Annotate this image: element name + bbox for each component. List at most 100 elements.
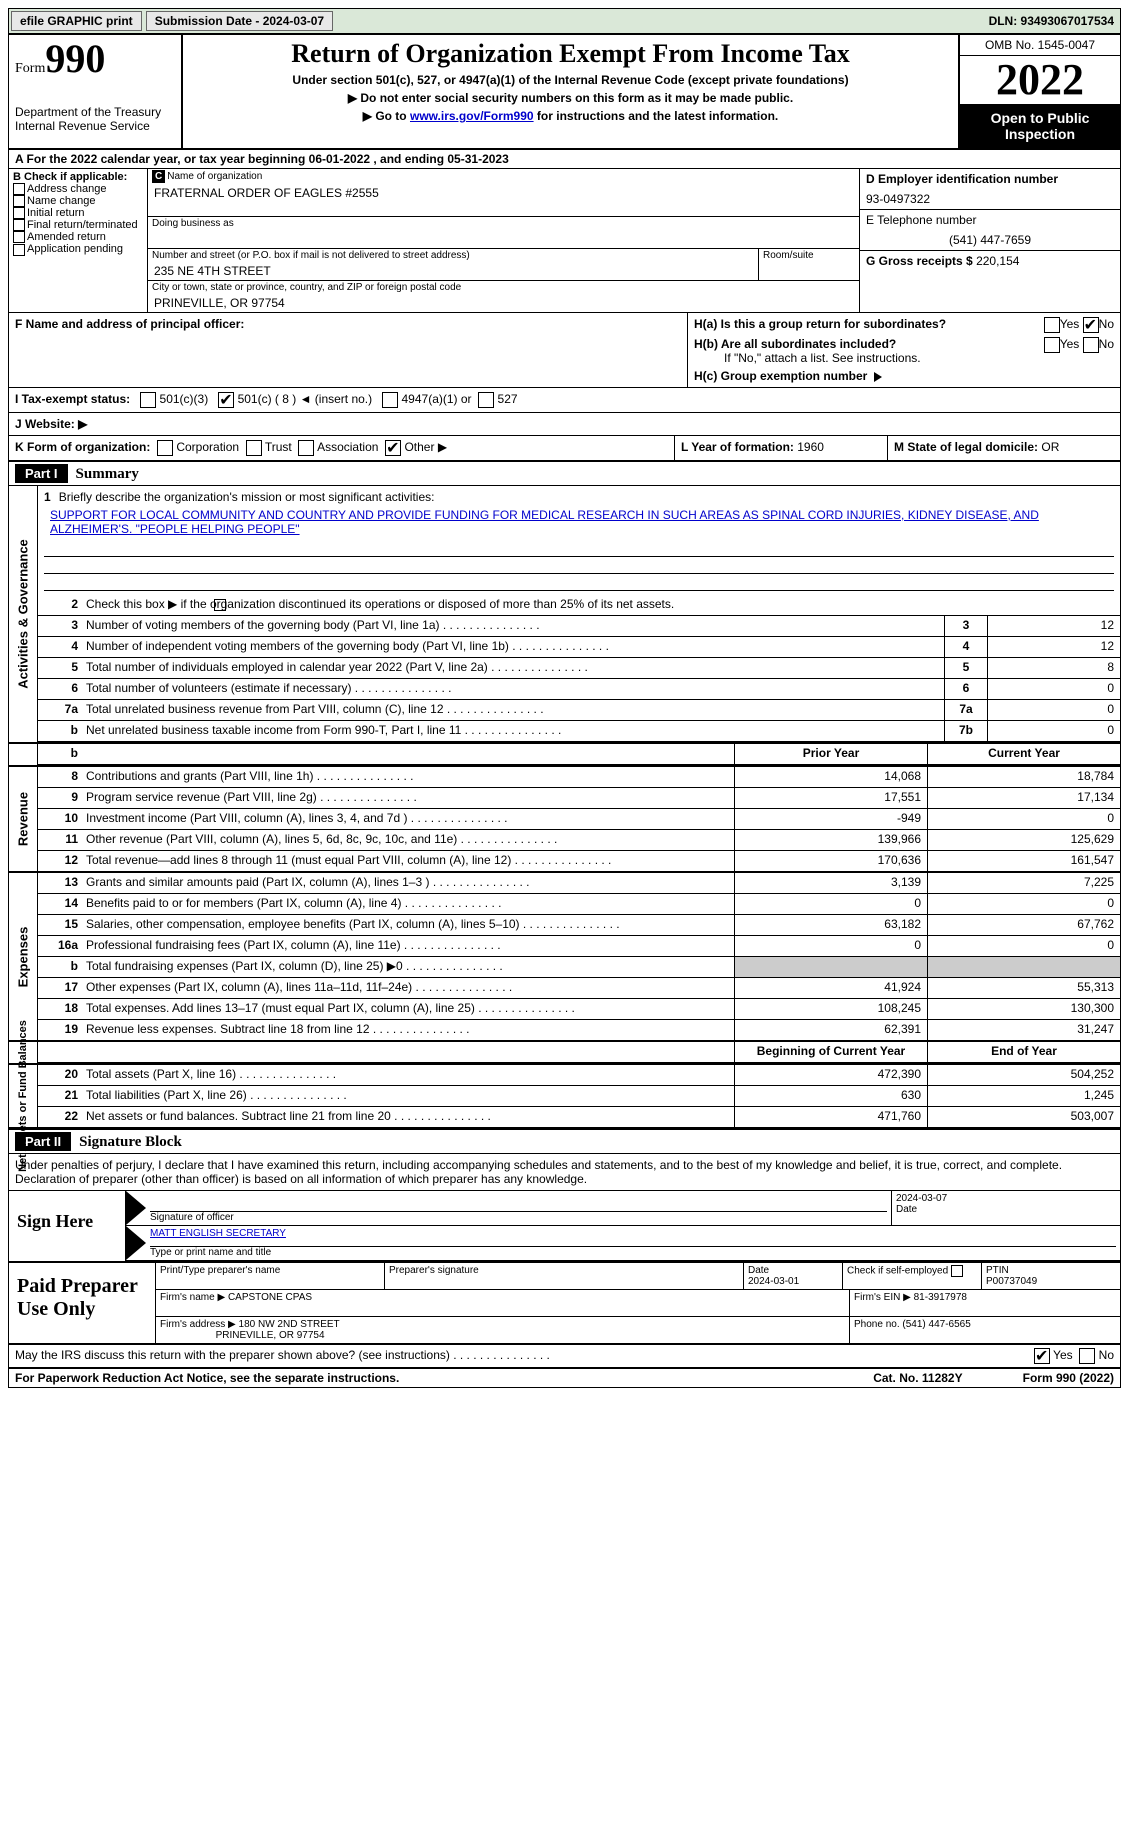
- opt-amended: Amended return: [27, 231, 106, 243]
- side-netassets: Net Assets or Fund Balances: [17, 1020, 29, 1172]
- opt-4947: 4947(a)(1) or: [402, 392, 472, 406]
- opt-527: 527: [498, 392, 518, 406]
- l-label: L Year of formation:: [681, 440, 797, 454]
- e-label: E Telephone number: [866, 213, 1114, 227]
- beginning-year-header: Beginning of Current Year: [734, 1042, 927, 1062]
- paid-preparer-label: Paid Preparer Use Only: [9, 1263, 156, 1343]
- arrow-icon: [874, 372, 882, 382]
- cb-self-employed[interactable]: [951, 1265, 963, 1277]
- note-ssn: Do not enter social security numbers on …: [360, 91, 793, 105]
- cb-line2[interactable]: [214, 599, 226, 611]
- officer-name: MATT ENGLISH SECRETARY: [150, 1228, 1116, 1247]
- city-state-zip: PRINEVILLE, OR 97754: [148, 294, 859, 312]
- gross-receipts: 220,154: [976, 254, 1019, 268]
- discuss-question: May the IRS discuss this return with the…: [15, 1348, 450, 1362]
- firm-addr-label: Firm's address ▶: [160, 1319, 236, 1330]
- end-year-header: End of Year: [927, 1042, 1120, 1062]
- cb-501c[interactable]: [218, 392, 234, 408]
- firm-name: CAPSTONE CPAS: [228, 1292, 312, 1303]
- current-year-header: Current Year: [927, 744, 1120, 764]
- city-label: City or town, state or province, country…: [148, 281, 859, 294]
- prior-year-header: Prior Year: [734, 744, 927, 764]
- cb-hb-no[interactable]: [1083, 337, 1099, 353]
- mission-label: Briefly describe the organization's miss…: [59, 490, 435, 504]
- side-revenue: Revenue: [16, 792, 31, 846]
- cb-other[interactable]: [385, 440, 401, 456]
- efile-print-button[interactable]: efile GRAPHIC print: [11, 11, 142, 31]
- cb-final[interactable]: [13, 219, 25, 231]
- dba-label: Doing business as: [148, 217, 859, 230]
- opt-assoc: Association: [317, 440, 378, 454]
- note-goto-a: Go to: [375, 109, 410, 123]
- c-name-label: Name of organization: [167, 171, 262, 182]
- form-id-cell: Form990 Department of the Treasury Inter…: [9, 35, 183, 148]
- header-right: OMB No. 1545-0047 2022 Open to Public In…: [958, 35, 1120, 148]
- firm-ein: 81-3917978: [914, 1292, 967, 1303]
- d-label: D Employer identification number: [866, 172, 1114, 186]
- k-label: K Form of organization:: [15, 440, 150, 454]
- hb-label: H(b) Are all subordinates included?: [694, 337, 896, 351]
- cb-hb-yes[interactable]: [1044, 337, 1060, 353]
- cb-address-change[interactable]: [13, 183, 25, 195]
- g-label: G Gross receipts $: [866, 254, 973, 268]
- firm-name-label: Firm's name ▶: [160, 1292, 225, 1303]
- perjury-statement: Under penalties of perjury, I declare th…: [9, 1154, 1120, 1191]
- department: Department of the Treasury Internal Reve…: [15, 105, 175, 133]
- header-center: Return of Organization Exempt From Incom…: [183, 35, 958, 148]
- signature-label: Signature of officer: [150, 1212, 234, 1223]
- opt-initial: Initial return: [27, 207, 84, 219]
- self-employed-label: Check if self-employed: [847, 1266, 948, 1277]
- ptin-label: PTIN: [986, 1265, 1009, 1276]
- opt-corp: Corporation: [176, 440, 239, 454]
- firm-phone-label: Phone no.: [854, 1319, 900, 1330]
- prep-date-label: Date: [748, 1265, 769, 1276]
- col-b-checkboxes: B Check if applicable: Address change Na…: [9, 169, 148, 312]
- part-i-header: Part I: [15, 464, 68, 483]
- omb-number: OMB No. 1545-0047: [960, 35, 1120, 56]
- opt-501c3: 501(c)(3): [160, 392, 209, 406]
- cb-pending[interactable]: [13, 244, 25, 256]
- cb-4947[interactable]: [382, 392, 398, 408]
- cb-501c3[interactable]: [140, 392, 156, 408]
- cb-trust[interactable]: [246, 440, 262, 456]
- cb-527[interactable]: [478, 392, 494, 408]
- line2-text: Check this box ▶ if the organization dis…: [86, 597, 674, 611]
- room-label: Room/suite: [759, 249, 859, 262]
- cb-name-change[interactable]: [13, 195, 25, 207]
- signature-arrow-icon: [126, 1191, 146, 1225]
- side-expenses: Expenses: [16, 926, 31, 987]
- prep-sig-label: Preparer's signature: [389, 1265, 479, 1276]
- hb-note: If "No," attach a list. See instructions…: [694, 351, 1114, 365]
- sign-date: 2024-03-07: [896, 1193, 1116, 1204]
- part-i-title: Summary: [68, 466, 139, 482]
- year-formation: 1960: [797, 440, 824, 454]
- submission-date: Submission Date - 2024-03-07: [146, 11, 333, 31]
- phone: (541) 447-7659: [866, 227, 1114, 247]
- cat-no: Cat. No. 11282Y: [873, 1371, 962, 1385]
- opt-other: Other ▶: [404, 440, 447, 454]
- cb-amended[interactable]: [13, 231, 25, 243]
- cb-ha-yes[interactable]: [1044, 317, 1060, 333]
- tax-year: 2022: [960, 56, 1120, 104]
- j-label: J Website: ▶: [15, 417, 87, 431]
- cb-discuss-yes[interactable]: [1034, 1348, 1050, 1364]
- form-footer: Form 990 (2022): [1023, 1371, 1114, 1385]
- m-label: M State of legal domicile:: [894, 440, 1041, 454]
- cb-initial[interactable]: [13, 207, 25, 219]
- cb-discuss-no[interactable]: [1079, 1348, 1095, 1364]
- cb-corp[interactable]: [157, 440, 173, 456]
- form-subtitle: Under section 501(c), 527, or 4947(a)(1)…: [187, 73, 954, 87]
- prep-date: 2024-03-01: [748, 1276, 799, 1287]
- firm-addr1: 180 NW 2ND STREET: [239, 1319, 340, 1330]
- state-domicile: OR: [1041, 440, 1059, 454]
- row-a-period: A For the 2022 calendar year, or tax yea…: [9, 150, 1120, 169]
- cb-assoc[interactable]: [298, 440, 314, 456]
- dln: DLN: 93493067017534: [989, 14, 1118, 28]
- cb-ha-no[interactable]: [1083, 317, 1099, 333]
- prep-name-label: Print/Type preparer's name: [160, 1265, 280, 1276]
- ha-label: H(a) Is this a group return for subordin…: [694, 317, 946, 331]
- form-title: Return of Organization Exempt From Incom…: [187, 39, 954, 69]
- irs-link[interactable]: www.irs.gov/Form990: [410, 109, 534, 123]
- org-name: FRATERNAL ORDER OF EAGLES #2555: [148, 184, 859, 202]
- note-goto-b: for instructions and the latest informat…: [534, 109, 779, 123]
